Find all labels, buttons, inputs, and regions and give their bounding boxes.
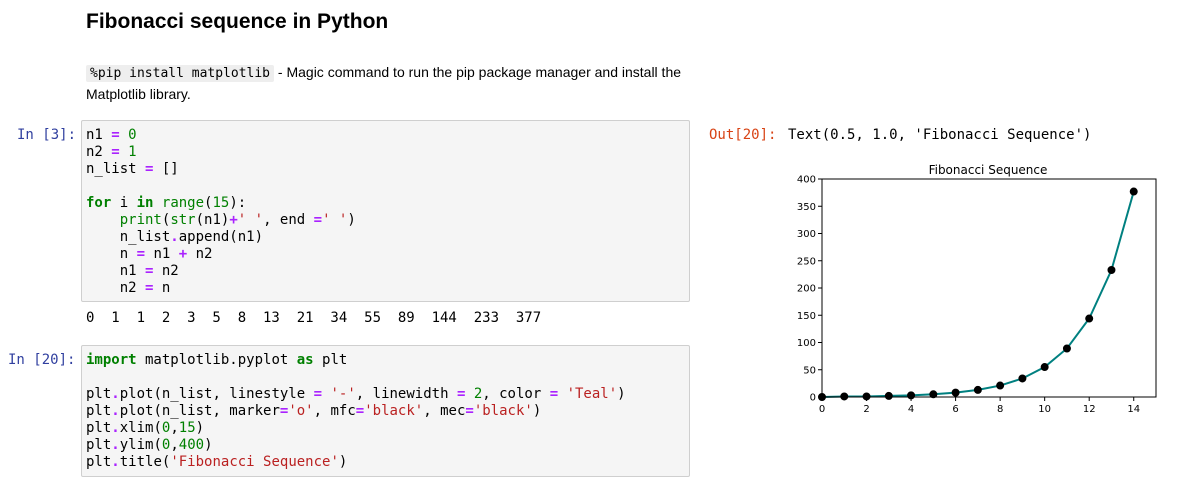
data-point <box>1062 344 1071 353</box>
page-title: Fibonacci sequence in Python <box>86 10 389 33</box>
y-tick-label: 100 <box>797 338 816 349</box>
x-tick-label: 12 <box>1083 404 1096 415</box>
y-tick-label: 250 <box>797 256 816 267</box>
data-point <box>1085 314 1094 323</box>
y-tick-label: 350 <box>797 202 816 213</box>
markdown-cell[interactable]: %pip install matplotlib - Magic command … <box>86 62 696 104</box>
chart-title: Fibonacci Sequence <box>929 163 1048 177</box>
data-point <box>1129 187 1138 196</box>
data-point <box>840 392 849 401</box>
y-tick-label: 150 <box>797 311 816 322</box>
data-point <box>973 385 982 394</box>
output-text: Text(0.5, 1.0, 'Fibonacci Sequence') <box>788 127 1092 143</box>
fibonacci-chart: Fibonacci Sequence 0 2 4 6 8 10 12 14 0 50 100 150 2… <box>797 163 1157 415</box>
code-cell-fibonacci[interactable]: n1 = 0 n2 = 1 n_list = [] for i in range… <box>81 120 690 302</box>
y-tick-label: 200 <box>797 284 816 295</box>
x-tick-label: 14 <box>1127 404 1140 415</box>
data-point <box>907 391 916 400</box>
y-tick-label: 300 <box>797 229 816 240</box>
x-tick-label: 8 <box>997 404 1003 415</box>
x-tick-label: 4 <box>908 404 914 415</box>
x-tick-label: 0 <box>819 404 825 415</box>
cell1-input-prompt: In [3]: <box>17 127 77 143</box>
data-point <box>884 391 893 400</box>
x-tick-label: 2 <box>863 404 869 415</box>
plot-frame <box>821 178 1157 398</box>
x-tick-label: 10 <box>1038 404 1051 415</box>
magic-command-code: %pip install matplotlib <box>86 65 275 82</box>
data-point <box>951 388 960 397</box>
data-point <box>929 390 938 399</box>
y-tick-label: 50 <box>803 365 816 376</box>
data-point <box>862 392 871 401</box>
output-prompt: Out[20]: <box>709 127 777 143</box>
cell1-output: 0 1 1 2 3 5 8 13 21 34 55 89 144 233 377 <box>86 310 542 326</box>
markdown-description: - Magic command to run the pip package m… <box>86 64 682 102</box>
code-editor-fibonacci[interactable]: n1 = 0 n2 = 1 n_list = [] for i in range… <box>86 127 356 296</box>
data-point <box>1040 363 1049 372</box>
y-tick-label: 400 <box>797 175 816 186</box>
data-point <box>996 381 1005 390</box>
y-tick-label: 0 <box>810 393 816 404</box>
data-point <box>1107 266 1116 275</box>
code-cell-plot[interactable]: import matplotlib.pyplot as plt plt.plot… <box>81 345 690 477</box>
code-editor-plot[interactable]: import matplotlib.pyplot as plt plt.plot… <box>86 352 626 470</box>
cell2-input-prompt: In [20]: <box>8 352 76 368</box>
x-tick-label: 6 <box>952 404 958 415</box>
series-line <box>821 191 1135 398</box>
data-point <box>1018 374 1027 383</box>
